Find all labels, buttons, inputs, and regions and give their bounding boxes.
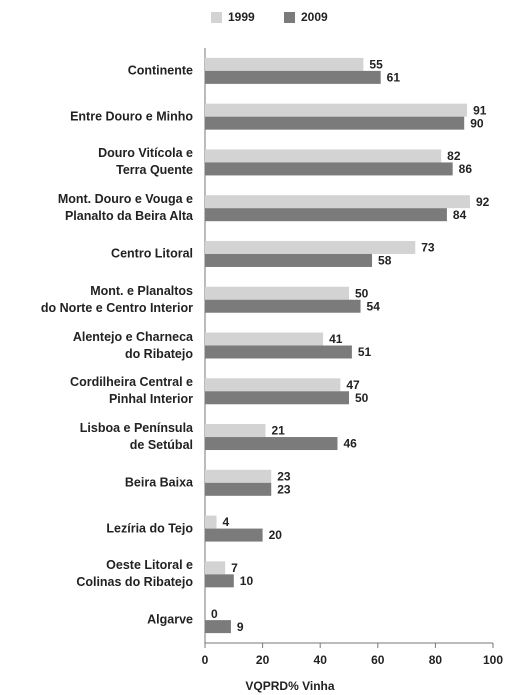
category-label: Douro Vitícola e Terra Quente (98, 146, 193, 178)
bar (205, 208, 447, 222)
bar (205, 424, 266, 438)
value-label: 92 (476, 195, 490, 209)
value-label: 7 (231, 561, 238, 575)
value-label: 73 (421, 241, 435, 255)
category-label: Lezíria do Tejo (106, 521, 193, 536)
value-label: 46 (343, 437, 357, 451)
value-label: 58 (378, 254, 392, 268)
value-label: 0 (211, 607, 218, 621)
bar (205, 469, 272, 483)
x-tick-label: 40 (314, 653, 328, 667)
value-label: 55 (369, 58, 383, 72)
value-label: 21 (271, 424, 285, 438)
value-label: 41 (329, 332, 343, 346)
value-label: 47 (346, 378, 360, 392)
x-tick-label: 60 (371, 653, 385, 667)
value-label: 10 (240, 574, 254, 588)
bar (205, 116, 465, 130)
x-tick-label: 80 (429, 653, 443, 667)
bar (205, 103, 468, 117)
bar (205, 162, 453, 176)
bar (205, 286, 349, 300)
category-label: Continente (127, 63, 193, 78)
value-label: 4 (223, 515, 230, 529)
legend-swatch (211, 12, 222, 23)
value-label: 90 (470, 116, 484, 130)
x-tick-label: 0 (202, 653, 209, 667)
legend-label: 1999 (228, 10, 255, 24)
bar (205, 391, 349, 405)
category-label: Lisboa e Península de Setúbal (79, 421, 193, 453)
bar (205, 253, 373, 267)
value-label: 61 (387, 71, 401, 85)
category-label: Algarve (147, 612, 193, 627)
legend-swatch (284, 12, 295, 23)
value-label: 86 (459, 162, 473, 176)
value-label: 9 (237, 620, 244, 634)
category-label: Mont. e Planaltos do Norte e Centro Inte… (40, 283, 193, 315)
bar (205, 299, 361, 313)
bar (205, 574, 234, 588)
bar (205, 378, 341, 392)
bar (205, 437, 338, 451)
category-label: Alentejo e Charneca do Ribatejo (72, 329, 193, 361)
value-label: 51 (358, 345, 372, 359)
value-label: 50 (355, 391, 369, 405)
bar (205, 515, 217, 529)
bar (205, 240, 416, 254)
bar (205, 332, 324, 346)
x-tick-label: 20 (256, 653, 270, 667)
category-label: Oeste Litoral e Colinas do Ribatejo (76, 558, 193, 590)
bar (205, 195, 470, 209)
value-label: 84 (453, 208, 467, 222)
category-label: Mont. Douro e Vouga e Planalto da Beira … (57, 192, 193, 224)
bar (205, 57, 364, 71)
value-label: 54 (367, 299, 381, 313)
value-label: 20 (269, 528, 283, 542)
bar (205, 561, 226, 575)
bar (205, 70, 381, 84)
bar (205, 345, 352, 359)
category-label: Cordilheira Central e Pinhal Interior (70, 375, 193, 407)
value-label: 82 (447, 149, 461, 163)
value-label: 91 (473, 103, 487, 117)
value-label: 50 (355, 286, 369, 300)
category-label: Beira Baixa (124, 475, 193, 490)
bar (205, 482, 272, 496)
bar (205, 620, 231, 634)
legend-label: 2009 (301, 10, 328, 24)
x-tick-label: 100 (483, 653, 503, 667)
bar (205, 528, 263, 542)
value-label: 23 (277, 469, 291, 483)
x-axis-title: VQPRD% Vinha (245, 679, 334, 693)
category-label: Entre Douro e Minho (70, 109, 193, 124)
value-label: 23 (277, 482, 291, 496)
category-label: Centro Litoral (111, 246, 193, 261)
bar (205, 149, 442, 163)
